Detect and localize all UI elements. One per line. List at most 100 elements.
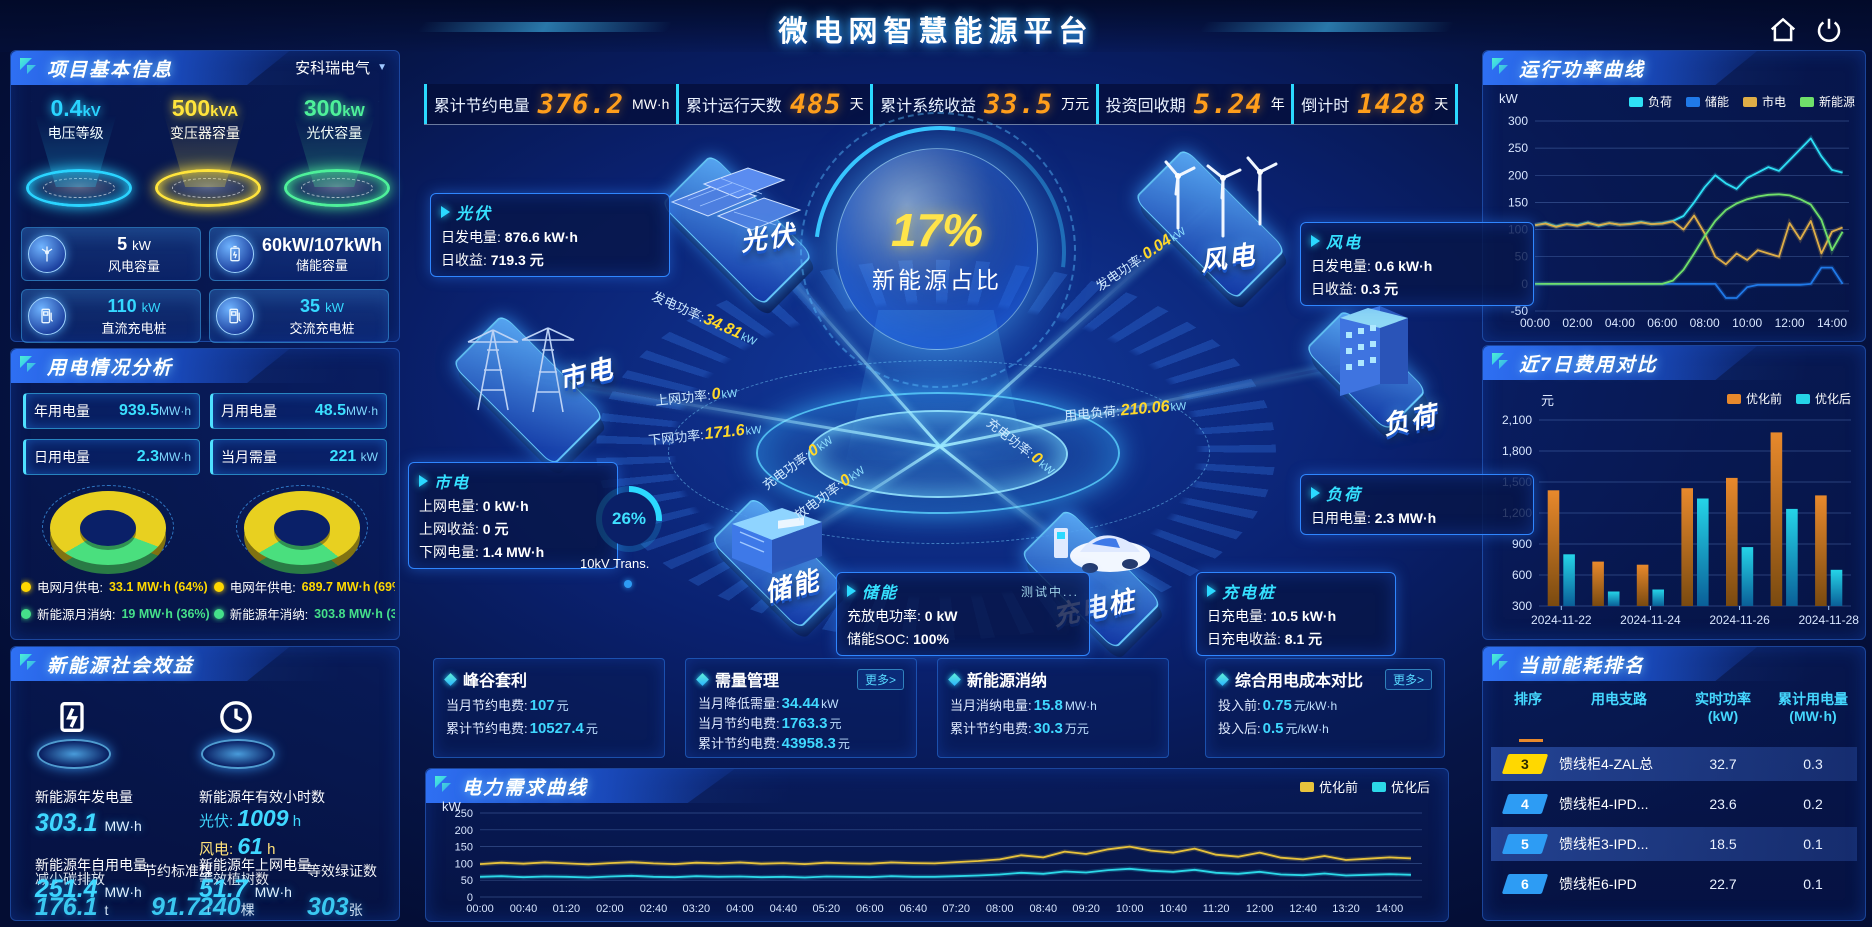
panel-ranking: 当前能耗排名 排序 用电支路 实时功率 (kW) 累计用电量 (MW·h) 3 馈线… xyxy=(1482,646,1866,921)
chip-ac-charger: 35 kW 交流充电桩 xyxy=(208,289,389,343)
svg-text:12:00: 12:00 xyxy=(1246,903,1274,915)
card-peak-valley: 峰谷套利 当月节约电费: 107 元 累计节约电费: 10527.4 元 xyxy=(433,658,665,758)
panel-title: 近7日费用对比 xyxy=(1519,355,1658,376)
more-button[interactable]: 更多> xyxy=(1384,668,1432,690)
legend-grid-year: 电网年供电:689.7 MW·h (69%) xyxy=(213,577,395,596)
building-graphic xyxy=(1310,288,1430,418)
svg-text:06:00: 06:00 xyxy=(856,903,884,915)
panel-demand-curve: 电力需求曲线 优化前 优化后 kW 0 50 100 150 200 250 00:00 00:… xyxy=(425,768,1449,922)
svg-text:150: 150 xyxy=(455,842,473,854)
pedestal-pv: 300kW 光伏容量 xyxy=(275,95,393,213)
diamond-icon xyxy=(696,672,709,686)
arrow-icon xyxy=(441,206,450,218)
table-row[interactable]: 5 馈线柜3-IPD... 18.5 0.1 xyxy=(1491,827,1857,861)
chip-storage-capacity: 60kW/107kWh 储能容量 xyxy=(208,227,389,281)
battery-container-graphic xyxy=(712,486,842,586)
panel-corner-icon xyxy=(1492,353,1510,371)
panel-title: 用电情况分析 xyxy=(47,358,174,379)
legend-new-year: 新能源年消纳:303.8 MW·h (31%) xyxy=(213,604,395,623)
node-label-pv: 光伏 xyxy=(738,219,799,257)
svg-text:100: 100 xyxy=(455,858,473,870)
panel-power-analysis: 用电情况分析 年用电量 939.5MW·h 月用电量 48.5MW·h 日用电量… xyxy=(10,348,400,640)
panel-project-info-header: 项目基本信息 安科瑞电气 ▼ xyxy=(11,51,399,85)
svg-text:300: 300 xyxy=(1508,114,1528,128)
card-demand-mgmt: 需量管理 更多> 当月降低需量: 34.44 kW 当月节约电费: 1763.3 元 累… xyxy=(685,658,917,758)
demand-curve-chart: 0 50 100 150 200 250 00:00 00:40 01:20 02:00 02:40… xyxy=(455,808,1422,915)
svg-text:04:40: 04:40 xyxy=(770,903,798,915)
diamond-icon xyxy=(444,672,457,686)
svg-text:06:40: 06:40 xyxy=(900,903,928,915)
svg-text:-50: -50 xyxy=(1511,304,1529,318)
panel-title: 电力需求曲线 xyxy=(462,778,589,799)
svg-text:12:40: 12:40 xyxy=(1289,903,1317,915)
power-icon[interactable] xyxy=(1814,15,1844,45)
table-row[interactable]: 4 馈线柜4-IPD... 23.6 0.2 xyxy=(1491,787,1857,821)
ranking-table-body: 3 馈线柜4-ZAL总 32.7 0.3 4 馈线柜4-IPD... 23.6 … xyxy=(1491,747,1857,905)
panel-power-analysis-header: 用电情况分析 xyxy=(11,349,399,383)
table-row[interactable]: 6 馈线柜6-IPD 22.7 0.1 xyxy=(1491,867,1857,901)
rank-badge: 5 xyxy=(1501,834,1549,854)
svg-text:2,100: 2,100 xyxy=(1502,413,1532,427)
card-new-energy-absorb: 新能源消纳 当月消纳电量: 15.8 MW·h 累计节约电费: 30.3 万元 xyxy=(937,658,1169,758)
svg-text:08:40: 08:40 xyxy=(1030,903,1058,915)
top-bar: 微电网智慧能源平台 xyxy=(0,0,1872,52)
svg-text:03:20: 03:20 xyxy=(683,903,711,915)
wind-turbines-graphic xyxy=(1138,128,1288,248)
month-donut-chart xyxy=(42,485,174,574)
svg-text:600: 600 xyxy=(1512,568,1532,582)
diamond-icon xyxy=(1216,672,1229,686)
gauge-dot xyxy=(624,580,632,588)
transformer-gauge: 26% xyxy=(596,486,662,552)
panel-corner-icon xyxy=(20,58,38,76)
svg-text:14:00: 14:00 xyxy=(1817,316,1847,330)
cert-label: 等效绿证数 xyxy=(307,863,377,879)
svg-text:0: 0 xyxy=(467,892,473,904)
svg-text:04:00: 04:00 xyxy=(1605,316,1635,330)
card-cost-compare: 综合用电成本对比 更多> 投入前: 0.75 元/kW·h 投入后: 0.5 元/kW·… xyxy=(1205,658,1445,758)
generation-pedestal xyxy=(35,695,111,769)
transformer-gauge-label: 10kV Trans. xyxy=(580,556,650,571)
svg-text:02:00: 02:00 xyxy=(1562,316,1592,330)
svg-text:05:20: 05:20 xyxy=(813,903,841,915)
arrow-icon xyxy=(1311,487,1320,499)
year-donut-chart xyxy=(236,485,368,574)
more-button[interactable]: 更多> xyxy=(856,668,904,690)
grid-feed-value: 51.7 MW·h xyxy=(199,875,292,903)
rank-badge: 6 xyxy=(1501,874,1549,894)
pedestal-voltage: 0.4kV 电压等级 xyxy=(17,95,135,213)
top-stats-bar: 累计节约电量 376.2 MW·h 累计运行天数 485 天 累计系统收益 33… xyxy=(424,84,1458,125)
coal-label: 节约标准煤 xyxy=(143,863,213,879)
page-title: 微电网智慧能源平台 xyxy=(778,16,1094,48)
svg-text:00:00: 00:00 xyxy=(1520,316,1550,330)
tree-value: 240棵 xyxy=(199,893,255,921)
svg-text:00:40: 00:40 xyxy=(510,903,538,915)
table-row[interactable]: 3 馈线柜4-ZAL总 32.7 0.3 xyxy=(1491,747,1857,781)
self-use-label: 新能源年自用电量 xyxy=(35,857,147,873)
arrow-icon xyxy=(1207,585,1216,597)
legend-new-month: 新能源月消纳: 19 MW·h (36%) xyxy=(21,604,210,623)
svg-text:11:20: 11:20 xyxy=(1203,903,1230,915)
hours-label: 新能源年有效小时数 xyxy=(199,789,325,805)
power-pylons-graphic xyxy=(448,300,608,420)
callout-pv: 光伏 日发电量: 876.6 kW·h 日收益: 719.3 元 xyxy=(430,193,670,277)
cost-compare-legend: 优化前 优化后 xyxy=(1726,390,1851,407)
run-curve-legend: 负荷 储能 市电 新能源 xyxy=(1628,93,1855,110)
callout-wind: 风电 日发电量: 0.6 kW·h 日收益: 0.3 元 xyxy=(1300,222,1534,306)
gen-label: 新能源年发电量 xyxy=(35,789,133,805)
company-select[interactable]: 安科瑞电气 ▼ xyxy=(295,60,387,77)
svg-text:06:00: 06:00 xyxy=(1647,316,1677,330)
home-icon[interactable] xyxy=(1768,15,1798,45)
storage-status-badge: 测试中... xyxy=(1020,584,1079,599)
stat-day-energy: 日用电量 2.3MW·h xyxy=(23,439,200,475)
svg-text:900: 900 xyxy=(1512,537,1532,551)
panel-social-benefit-header: 新能源社会效益 xyxy=(11,647,399,681)
self-use-value: 251.4 MW·h xyxy=(35,875,142,903)
legend-grid-month: 电网月供电: 33.1 MW·h (64%) xyxy=(21,577,210,596)
title-decor-right xyxy=(1199,22,1455,32)
power-stat-boxes: 年用电量 939.5MW·h 月用电量 48.5MW·h 日用电量 2.3MW·… xyxy=(23,393,387,475)
callout-load: 负荷 日用电量: 2.3 MW·h xyxy=(1300,474,1534,535)
panel-social-benefit: 新能源社会效益 新能源年发电量 303.1 MW·h 新能源年有效小时数 光伏:… xyxy=(10,646,400,921)
panel-title: 新能源社会效益 xyxy=(47,656,195,677)
charger-icon xyxy=(28,297,66,335)
cost-y-label: 元 xyxy=(1541,393,1555,408)
